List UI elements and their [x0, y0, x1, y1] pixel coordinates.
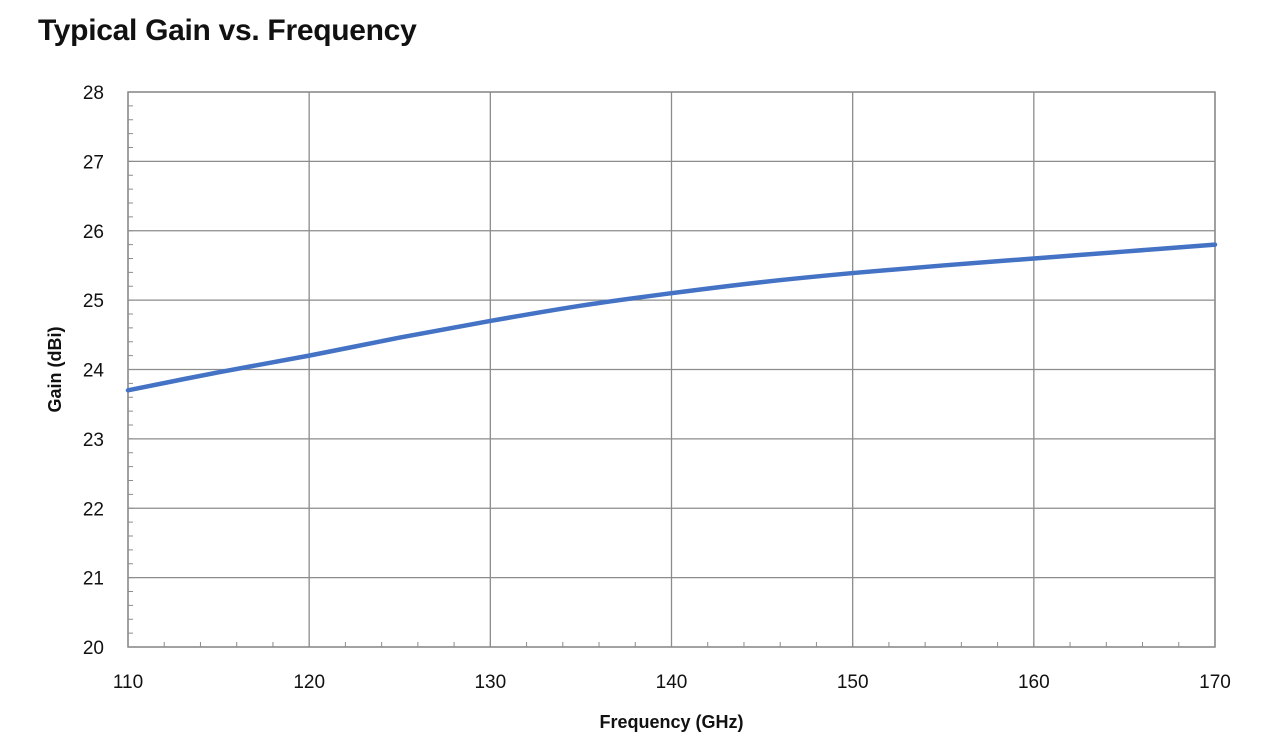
x-tick-label: 110 [113, 672, 143, 693]
grid [127, 91, 1216, 648]
y-tick-label: 21 [83, 569, 104, 590]
y-tick-labels: 20 21 22 23 24 25 26 27 28 [83, 83, 105, 659]
y-tick-label: 22 [83, 499, 104, 520]
x-tick-label: 130 [474, 672, 506, 693]
chart-title: Typical Gain vs. Frequency [38, 14, 417, 47]
x-axis-title: Frequency (GHz) [599, 712, 743, 732]
y-axis-title: Gain (dBi) [45, 327, 65, 413]
y-tick-label: 23 [83, 430, 104, 451]
x-tick-label: 170 [1199, 672, 1231, 693]
y-tick-label: 28 [83, 83, 104, 104]
y-tick-label: 24 [83, 361, 105, 382]
x-tick-labels: 110 120 130 140 150 160 170 [113, 672, 1231, 693]
y-tick-label: 25 [83, 291, 104, 312]
x-tick-label: 120 [293, 672, 325, 693]
series-layer [125, 242, 1218, 393]
x-tick-label: 140 [656, 672, 688, 693]
gain-series-line [125, 242, 1218, 393]
y-tick-label: 26 [83, 222, 104, 243]
y-tick-label: 27 [83, 152, 104, 173]
x-tick-label: 150 [837, 672, 869, 693]
x-tick-label: 160 [1018, 672, 1050, 693]
plot-area-border [127, 91, 1216, 648]
y-tick-label: 20 [83, 638, 104, 659]
